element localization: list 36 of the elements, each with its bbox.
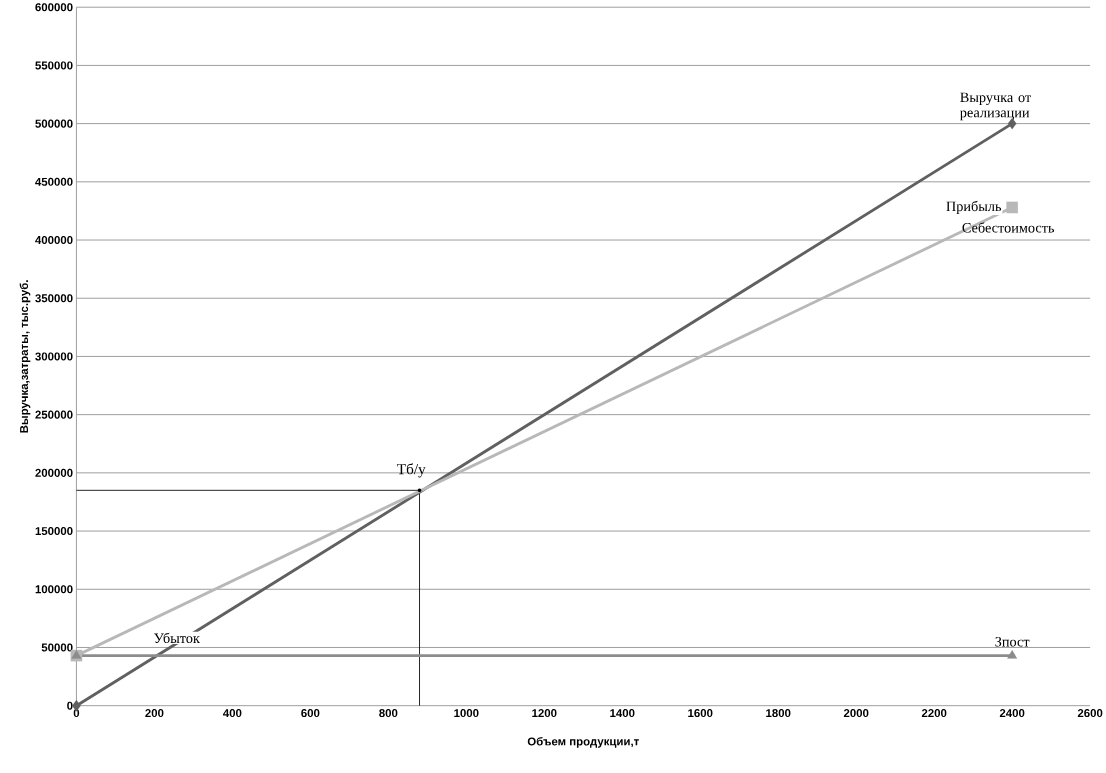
x-tick-label: 1000 xyxy=(454,709,479,718)
x-tick-label: 1200 xyxy=(532,709,557,718)
x-tick-label: 1800 xyxy=(766,709,791,718)
x-tick-label: 2000 xyxy=(843,709,869,718)
x-axis-title: Объем продукции,т xyxy=(527,737,639,748)
x-tick-label: 1600 xyxy=(688,709,713,718)
x-tick-label: 2200 xyxy=(921,709,947,718)
x-tick-label: 0 xyxy=(73,709,80,718)
x-tick-label: 2600 xyxy=(1077,709,1103,718)
point xyxy=(1006,201,1018,214)
y-axis-title: Выручка,затраты, тыс.руб. xyxy=(19,280,31,433)
series-label: Себестоимость xyxy=(962,222,1055,233)
y-tick-label: 550000 xyxy=(35,61,73,70)
y-tick-label: 300000 xyxy=(35,352,73,361)
y-tick-label: 200000 xyxy=(35,469,73,478)
series-label: Зпост xyxy=(995,637,1030,647)
y-tick-label: 150000 xyxy=(35,527,73,536)
x-tick-label: 400 xyxy=(223,709,242,718)
y-tick-label: 0 xyxy=(67,701,73,710)
x-tick-label: 800 xyxy=(379,709,398,718)
x-tick-label: 200 xyxy=(145,709,164,718)
x-tick-label: 600 xyxy=(301,709,320,718)
y-tick-label: 250000 xyxy=(35,410,73,419)
annotation: Тб/у xyxy=(397,463,426,478)
y-tick-label: 100000 xyxy=(35,585,73,594)
y-tick-label: 400000 xyxy=(35,236,73,245)
y-tick-label: 500000 xyxy=(35,119,73,128)
y-tick-label: 600000 xyxy=(35,3,73,12)
y-tick-label: 350000 xyxy=(35,294,73,303)
x-tick-label: 1400 xyxy=(610,709,635,718)
series-label: Выручка от реализации xyxy=(960,92,1031,121)
annotation: Прибыль xyxy=(946,201,1002,215)
y-tick-label: 450000 xyxy=(35,178,73,187)
annotation: Убыток xyxy=(154,632,200,644)
y-tick-label: 50000 xyxy=(41,643,73,652)
x-tick-label: 2400 xyxy=(999,709,1025,718)
